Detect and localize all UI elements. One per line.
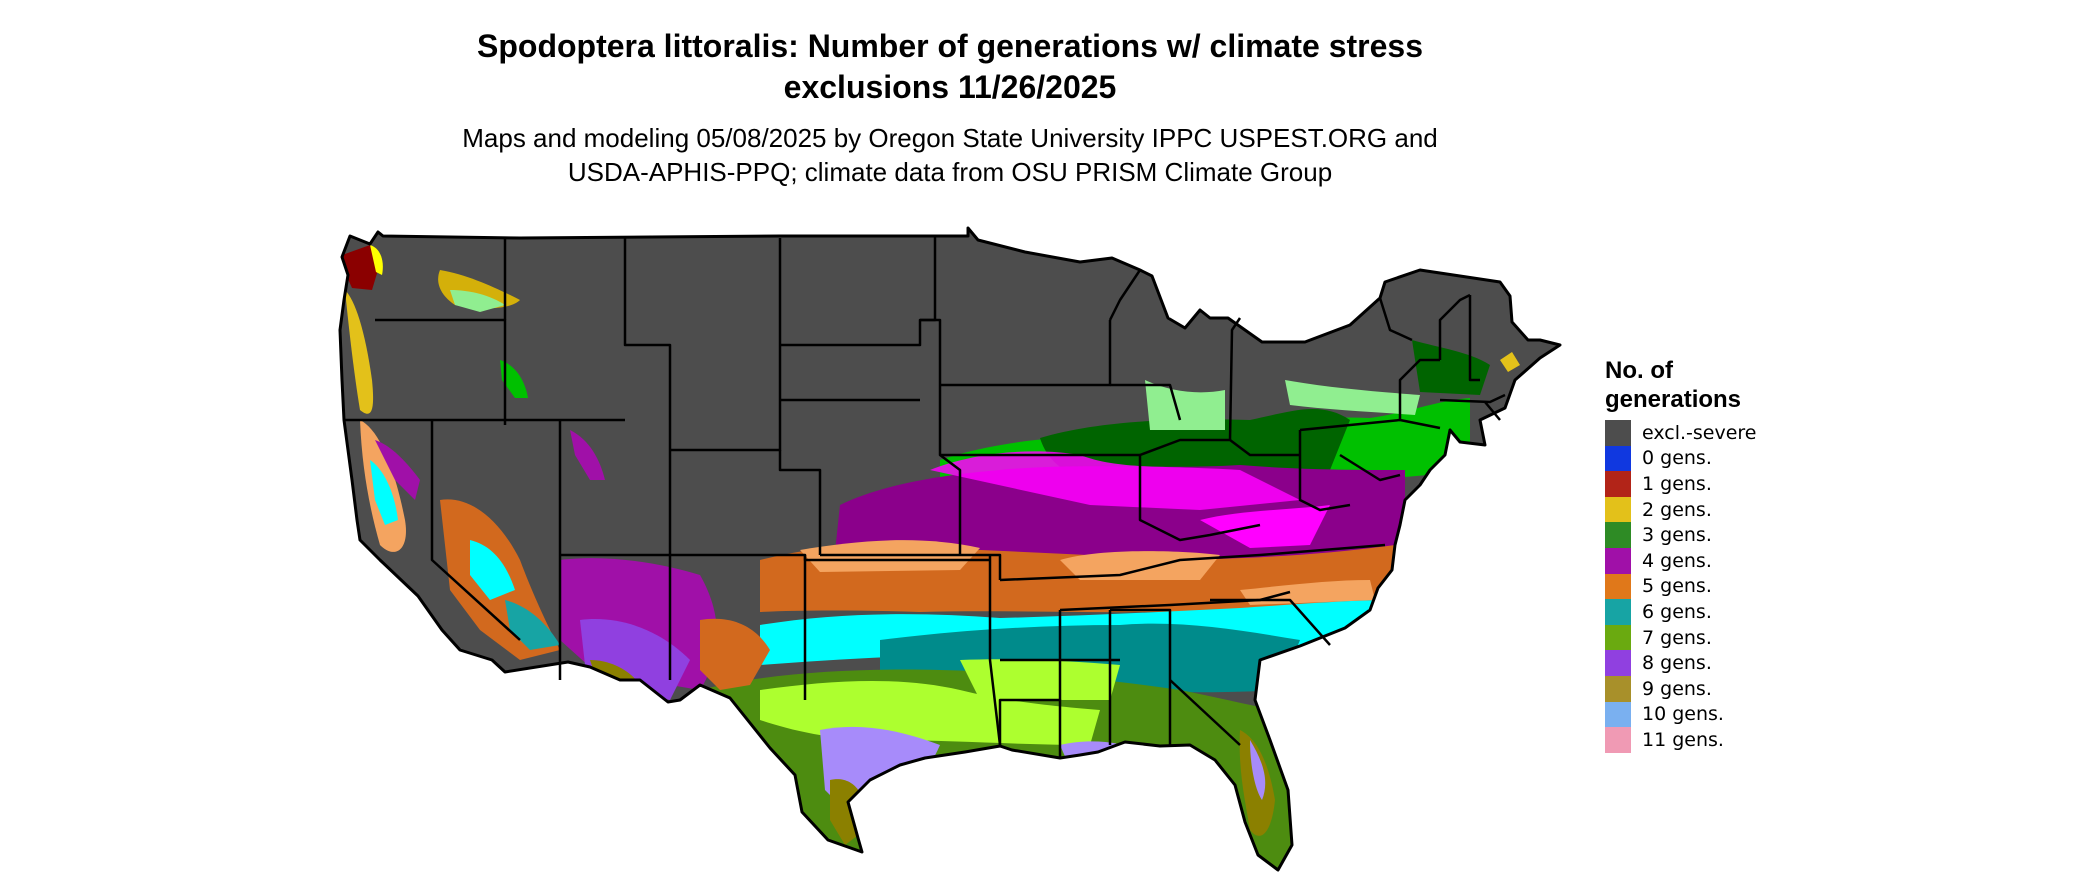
legend-title-line-1: No. of (1605, 357, 1673, 384)
legend-item: 4 gens. (1605, 547, 1845, 574)
subtitle-line-2: USDA-APHIS-PPQ; climate data from OSU PR… (567, 157, 1333, 187)
legend-item: 5 gens. (1605, 573, 1845, 600)
legend-label: excl.-severe (1642, 421, 1757, 444)
legend-item: 11 gens. (1605, 727, 1845, 753)
legend-swatch (1605, 650, 1631, 676)
legend-label: 6 gens. (1642, 600, 1712, 623)
legend-label: 7 gens. (1642, 626, 1712, 649)
legend-item: 3 gens. (1605, 522, 1845, 548)
legend-item: excl.-severe (1605, 420, 1845, 446)
legend-item: 10 gens. (1605, 701, 1845, 728)
legend-label: 10 gens. (1642, 703, 1724, 726)
legend-item: 0 gens. (1605, 445, 1845, 472)
legend-swatch (1605, 624, 1631, 651)
legend-item: 2 gens. (1605, 496, 1845, 523)
legend-swatch (1605, 675, 1631, 702)
legend-title-line-2: generations (1605, 386, 1742, 413)
legend-swatch (1605, 573, 1631, 600)
legend-item: 7 gens. (1605, 624, 1845, 651)
legend-swatch (1605, 471, 1631, 497)
legend-label: 4 gens. (1642, 549, 1712, 572)
map-subtitle: Maps and modeling 05/08/2025 by Oregon S… (420, 121, 1480, 189)
legend-label: 2 gens. (1642, 498, 1712, 521)
us-generations-map (338, 226, 1562, 872)
title-line-1: Spodoptera littoralis: Number of generat… (477, 28, 1423, 64)
legend-title: No. of generations (1605, 356, 1845, 414)
legend-item: 6 gens. (1605, 599, 1845, 625)
legend-label: 5 gens. (1642, 575, 1712, 598)
legend-swatch (1605, 522, 1631, 548)
legend-swatch (1605, 496, 1631, 523)
legend-label: 0 gens. (1642, 447, 1712, 470)
legend-items: excl.-severe 0 gens. 1 gens. 2 gens. 3 gens.… (1605, 420, 1845, 753)
legend-item: 1 gens. (1605, 471, 1845, 497)
legend-label: 1 gens. (1642, 472, 1712, 495)
title-line-2: exclusions 11/26/2025 (783, 69, 1117, 105)
legend-swatch (1605, 547, 1631, 574)
legend-label: 9 gens. (1642, 677, 1712, 700)
legend-swatch (1605, 599, 1631, 625)
legend-swatch (1605, 727, 1631, 753)
legend-label: 11 gens. (1642, 728, 1724, 751)
legend-swatch (1605, 701, 1631, 728)
subtitle-line-1: Maps and modeling 05/08/2025 by Oregon S… (462, 123, 1438, 153)
legend-swatch (1605, 420, 1631, 446)
legend-label: 3 gens. (1642, 524, 1712, 547)
legend-label: 8 gens. (1642, 652, 1712, 675)
map-title: Spodoptera littoralis: Number of generat… (440, 26, 1460, 108)
map-legend: No. of generations excl.-severe 0 gens. 1 … (1605, 356, 1845, 753)
legend-swatch (1605, 445, 1631, 472)
legend-item: 8 gens. (1605, 650, 1845, 676)
legend-item: 9 gens. (1605, 675, 1845, 702)
